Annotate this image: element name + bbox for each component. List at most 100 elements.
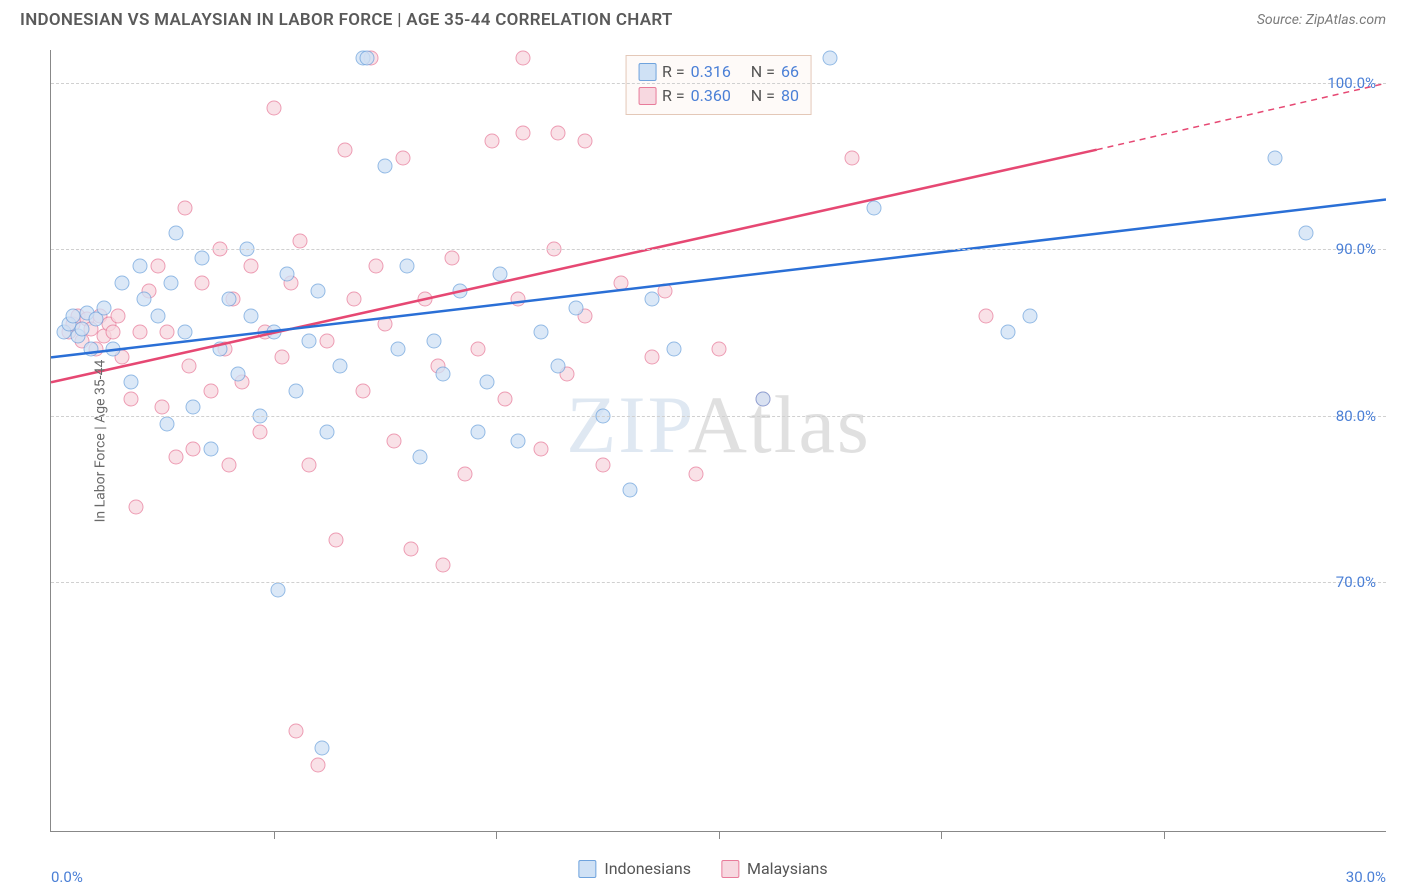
n-value-malaysians: 80 <box>781 84 799 108</box>
scatter-point-malaysians <box>417 292 432 307</box>
scatter-point-malaysians <box>155 400 170 415</box>
xtick <box>274 831 275 839</box>
legend-stats-row-indonesians: R = 0.316 N = 66 <box>638 60 799 84</box>
legend-label-malaysians: Malaysians <box>747 859 828 878</box>
scatter-point-indonesians <box>426 333 441 348</box>
scatter-point-indonesians <box>471 425 486 440</box>
scatter-point-malaysians <box>328 533 343 548</box>
scatter-point-indonesians <box>315 740 330 755</box>
scatter-point-malaysians <box>355 383 370 398</box>
gridline-h <box>51 249 1386 250</box>
scatter-point-indonesians <box>150 308 165 323</box>
scatter-point-indonesians <box>222 292 237 307</box>
scatter-point-malaysians <box>124 391 139 406</box>
scatter-point-malaysians <box>484 134 499 149</box>
scatter-point-malaysians <box>533 441 548 456</box>
scatter-point-malaysians <box>435 558 450 573</box>
scatter-point-indonesians <box>359 51 374 66</box>
scatter-point-malaysians <box>658 283 673 298</box>
scatter-point-indonesians <box>511 433 526 448</box>
swatch-indonesians <box>638 63 656 81</box>
scatter-point-malaysians <box>288 724 303 739</box>
scatter-point-malaysians <box>578 134 593 149</box>
scatter-point-indonesians <box>279 267 294 282</box>
scatter-point-indonesians <box>204 441 219 456</box>
scatter-point-indonesians <box>266 325 281 340</box>
scatter-point-indonesians <box>333 358 348 373</box>
scatter-point-indonesians <box>195 250 210 265</box>
scatter-point-indonesians <box>756 391 771 406</box>
scatter-point-malaysians <box>845 151 860 166</box>
legend-item-malaysians: Malaysians <box>721 859 828 878</box>
scatter-point-indonesians <box>400 259 415 274</box>
r-label: R = <box>662 60 685 84</box>
scatter-point-indonesians <box>164 275 179 290</box>
scatter-point-indonesians <box>84 342 99 357</box>
gridline-h <box>51 582 1386 583</box>
scatter-point-malaysians <box>395 151 410 166</box>
gridline-h <box>51 83 1386 84</box>
scatter-point-malaysians <box>319 333 334 348</box>
n-label: N = <box>751 84 775 108</box>
scatter-point-indonesians <box>1298 225 1313 240</box>
scatter-point-indonesians <box>413 450 428 465</box>
scatter-point-malaysians <box>337 142 352 157</box>
scatter-point-malaysians <box>711 342 726 357</box>
scatter-point-malaysians <box>222 458 237 473</box>
xtick <box>719 831 720 839</box>
xtick <box>1164 831 1165 839</box>
r-value-malaysians: 0.360 <box>691 84 731 108</box>
scatter-point-indonesians <box>288 383 303 398</box>
scatter-point-indonesians <box>453 283 468 298</box>
r-value-indonesians: 0.316 <box>691 60 731 84</box>
ytick-label: 90.0% <box>1336 240 1376 258</box>
scatter-point-indonesians <box>1023 308 1038 323</box>
scatter-point-indonesians <box>493 267 508 282</box>
scatter-point-indonesians <box>137 292 152 307</box>
scatter-point-indonesians <box>622 483 637 498</box>
scatter-point-indonesians <box>230 367 245 382</box>
legend-bottom: Indonesians Malaysians <box>578 859 827 878</box>
scatter-point-indonesians <box>644 292 659 307</box>
ytick-label: 80.0% <box>1336 407 1376 425</box>
xtick-label-right: 30.0% <box>1346 868 1386 886</box>
scatter-point-malaysians <box>275 350 290 365</box>
ytick-label: 70.0% <box>1336 573 1376 591</box>
scatter-point-indonesians <box>569 300 584 315</box>
swatch-malaysians <box>721 860 739 878</box>
scatter-point-malaysians <box>302 458 317 473</box>
scatter-point-indonesians <box>822 51 837 66</box>
scatter-point-malaysians <box>613 275 628 290</box>
scatter-point-malaysians <box>110 308 125 323</box>
scatter-point-malaysians <box>106 325 121 340</box>
legend-item-indonesians: Indonesians <box>578 859 691 878</box>
scatter-point-malaysians <box>128 499 143 514</box>
scatter-point-malaysians <box>644 350 659 365</box>
scatter-point-malaysians <box>150 259 165 274</box>
swatch-malaysians <box>638 87 656 105</box>
scatter-point-indonesians <box>319 425 334 440</box>
scatter-point-malaysians <box>253 425 268 440</box>
swatch-indonesians <box>578 860 596 878</box>
scatter-point-indonesians <box>213 342 228 357</box>
scatter-point-indonesians <box>186 400 201 415</box>
scatter-point-indonesians <box>177 325 192 340</box>
chart-title: INDONESIAN VS MALAYSIAN IN LABOR FORCE |… <box>20 10 673 30</box>
scatter-point-indonesians <box>391 342 406 357</box>
scatter-point-malaysians <box>457 466 472 481</box>
scatter-point-indonesians <box>133 259 148 274</box>
scatter-point-malaysians <box>244 259 259 274</box>
chart-area: ZIPAtlas In Labor Force | Age 35-44 R = … <box>50 50 1386 832</box>
scatter-point-malaysians <box>346 292 361 307</box>
ytick-label: 100.0% <box>1327 74 1376 92</box>
scatter-point-indonesians <box>302 333 317 348</box>
xtick <box>941 831 942 839</box>
scatter-point-malaysians <box>168 450 183 465</box>
n-label: N = <box>751 60 775 84</box>
scatter-point-malaysians <box>377 317 392 332</box>
scatter-point-indonesians <box>311 283 326 298</box>
scatter-point-malaysians <box>551 126 566 141</box>
scatter-point-indonesians <box>533 325 548 340</box>
legend-stats: R = 0.316 N = 66 R = 0.360 N = 80 <box>625 55 812 115</box>
y-axis-label: In Labor Force | Age 35-44 <box>92 359 108 522</box>
